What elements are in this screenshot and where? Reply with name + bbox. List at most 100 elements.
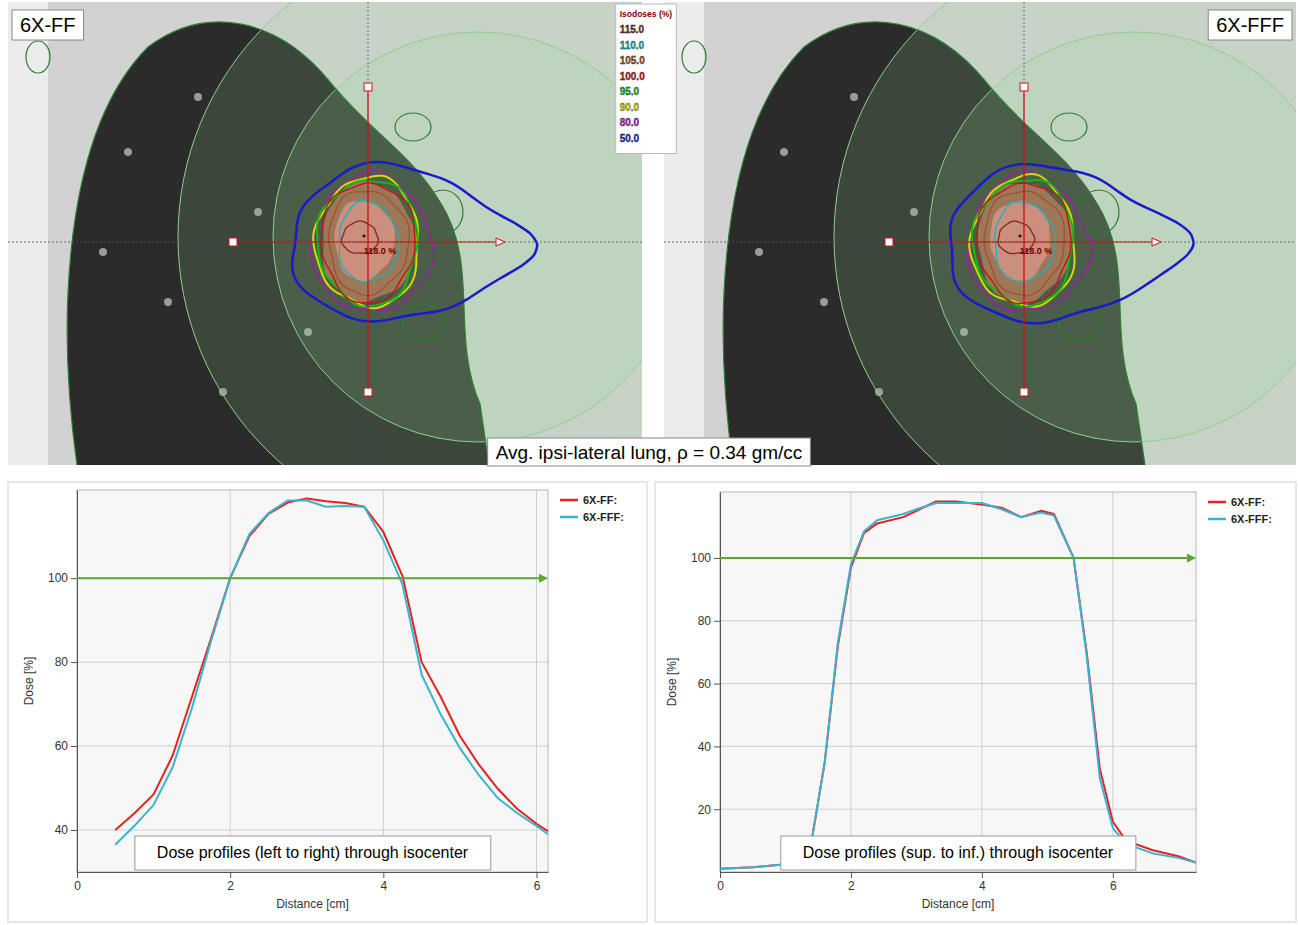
isodose-line <box>969 174 1074 307</box>
panel-label-box <box>12 10 84 40</box>
ct-vessel <box>164 298 172 306</box>
legend-box <box>616 4 677 154</box>
tick-mark <box>714 684 720 685</box>
tick-label: 60 <box>698 677 712 691</box>
reference-line <box>720 557 1188 559</box>
axis-line <box>78 872 549 873</box>
dose-wash <box>990 201 1050 281</box>
tick-mark <box>383 872 384 878</box>
chart-panel <box>655 482 1296 922</box>
tick: 0 <box>74 872 81 893</box>
ct-vessel <box>820 298 828 306</box>
ring-structure <box>834 2 1296 465</box>
reference-arrow <box>1187 553 1196 562</box>
plot-area <box>77 490 548 872</box>
axis-line <box>721 872 1197 873</box>
x-axis-title: Distance [cm] <box>922 897 995 911</box>
series-line <box>720 501 1196 868</box>
ring-structure <box>929 32 1296 442</box>
beam-marker <box>1020 388 1028 396</box>
grid-line <box>77 830 548 831</box>
line-chart: 024620406080100Distance [cm]Dose [%]Dose… <box>655 482 1296 922</box>
grid-line <box>720 809 1196 810</box>
panel-label: 6X-FFF <box>1216 14 1284 36</box>
annotation: Dose profiles (left to right) through is… <box>135 836 491 870</box>
tick-mark <box>537 872 538 878</box>
ct-outside-body <box>8 2 48 465</box>
tick-label: 2 <box>227 879 234 893</box>
tick-mark <box>71 746 77 747</box>
ct-vessel <box>124 148 132 156</box>
ct-vessel <box>780 148 788 156</box>
dose-wash <box>334 201 395 281</box>
legend-entry: 105.0 <box>620 55 645 66</box>
legend-swatch <box>560 516 578 519</box>
tick: 20 <box>698 803 720 817</box>
tick-mark <box>714 809 720 810</box>
x-axis-title: Distance [cm] <box>276 897 349 911</box>
grid <box>77 490 548 872</box>
line-chart: 0 2 4 6 40 60 80 100 Distance [cm] Dose [%] Dose p… <box>8 482 647 922</box>
tick: 0 <box>717 872 724 893</box>
isodose-line <box>311 171 434 311</box>
tick-mark <box>71 578 77 579</box>
tick-label: 6 <box>534 879 541 893</box>
tick: 6 <box>534 872 541 893</box>
tick-label: 40 <box>55 823 69 837</box>
tick-mark <box>982 872 983 878</box>
ct-vessel <box>850 93 858 101</box>
isodose-line <box>950 164 1193 323</box>
grid <box>720 492 1196 872</box>
marks <box>115 498 548 844</box>
legend-entry: 110.0 <box>620 40 645 51</box>
plot-frame <box>77 490 548 872</box>
legend-entry: 100.0 <box>620 71 645 82</box>
tick: 60 <box>698 677 720 691</box>
grid-line <box>77 578 548 579</box>
tick-mark <box>714 558 720 559</box>
tick-label: 4 <box>979 879 986 893</box>
organ-contour <box>423 190 463 234</box>
y-axis-title: Dose [%] <box>22 657 36 706</box>
tick-label: 0 <box>74 879 81 893</box>
tick-mark <box>1113 872 1114 878</box>
tick-label: 100 <box>48 571 68 585</box>
tick: 2 <box>227 872 234 893</box>
beam-marker <box>885 238 893 246</box>
grid-line <box>850 492 851 872</box>
grid-line <box>230 490 231 872</box>
plot-area <box>720 492 1196 872</box>
tick: 4 <box>380 872 387 893</box>
max-dose-point <box>362 234 365 237</box>
tick: 80 <box>55 655 77 669</box>
tick-mark <box>71 830 77 831</box>
tick: 2 <box>848 872 855 893</box>
series-line <box>115 500 548 844</box>
max-dose-label: 118.0 % <box>1020 246 1053 256</box>
legend-label: 6X-FF: <box>1231 496 1265 508</box>
lung-contour <box>723 22 1146 465</box>
max-dose-label: 118.0 % <box>364 246 397 256</box>
axis-line <box>720 493 721 873</box>
legend: 6X-FF:6X-FFF: <box>560 494 624 523</box>
grid-line <box>536 490 537 872</box>
tick: 80 <box>698 614 720 628</box>
legend-swatch <box>1208 501 1226 504</box>
figure-root: 118.0 %6X-FF118.0 %6X-FFFIsodoses (%)115… <box>0 0 1298 925</box>
caption-text: Avg. ipsi-lateral lung, ρ = 0.34 gm/cc <box>496 442 803 463</box>
tick-label: 100 <box>691 551 711 565</box>
grid-line <box>720 557 1196 558</box>
isodose-line <box>328 192 409 296</box>
crosshair <box>664 242 1296 243</box>
grid-line <box>77 746 548 747</box>
plot-frame <box>720 492 1196 872</box>
tick: 6 <box>1110 872 1117 893</box>
grid-line <box>77 662 548 663</box>
ct-vessel <box>194 93 202 101</box>
organ-contour <box>1051 113 1087 141</box>
crosshair <box>8 242 642 243</box>
legend-swatch <box>560 499 578 502</box>
grid-line <box>720 620 1196 621</box>
tick-label: 60 <box>55 739 69 753</box>
annotation: Dose profiles (sup. to inf.) through iso… <box>781 836 1136 870</box>
